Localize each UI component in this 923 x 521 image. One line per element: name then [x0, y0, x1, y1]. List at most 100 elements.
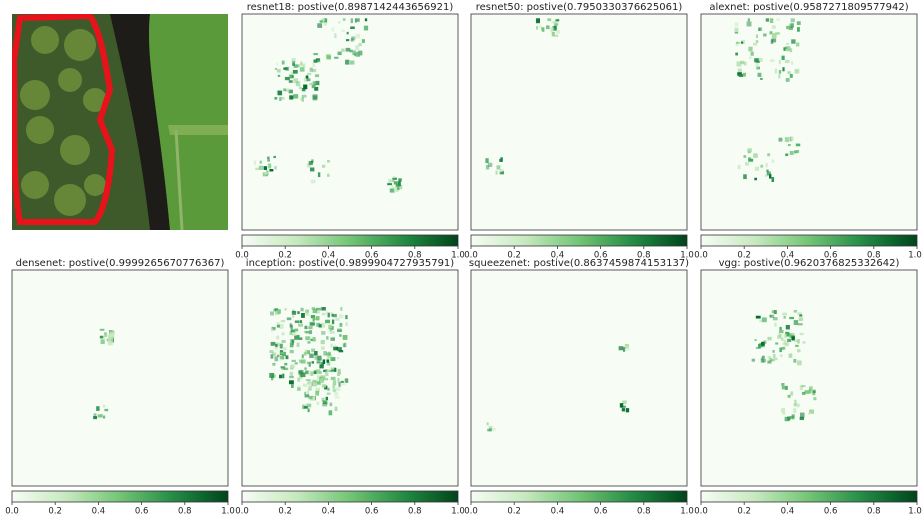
- heat-pixel: [796, 43, 799, 47]
- heat-pixel: [345, 322, 347, 326]
- heat-pixel: [321, 307, 326, 310]
- heat-pixel: [339, 350, 344, 352]
- heat-pixel: [786, 43, 788, 45]
- heat-pixel: [291, 384, 294, 388]
- heat-pixel: [297, 343, 300, 347]
- heat-pixel: [785, 343, 789, 346]
- heat-pixel: [541, 27, 544, 31]
- colorbar-tick-label: 0.4: [92, 507, 106, 517]
- heat-pixel: [306, 75, 309, 78]
- heatmap: [701, 14, 917, 230]
- heat-pixel: [784, 340, 787, 343]
- heat-pixel: [766, 163, 768, 167]
- heat-pixel: [392, 180, 395, 182]
- heat-pixel: [739, 74, 743, 77]
- heat-pixel: [784, 316, 786, 319]
- heat-pixel: [338, 369, 341, 373]
- heat-pixel: [282, 340, 286, 343]
- heat-pixel: [337, 378, 339, 383]
- heat-pixel: [292, 311, 296, 315]
- heat-pixel: [326, 336, 328, 339]
- heat-pixel: [779, 334, 781, 337]
- heat-pixel: [304, 326, 307, 329]
- heat-pixel: [748, 159, 753, 162]
- heat-pixel: [350, 61, 355, 65]
- heat-pixel: [779, 348, 782, 353]
- heat-pixel: [292, 360, 296, 362]
- heat-pixel: [782, 386, 786, 389]
- heat-pixel: [776, 18, 779, 20]
- heat-pixel: [295, 362, 298, 364]
- heat-pixel: [364, 26, 368, 31]
- heat-pixel: [310, 371, 313, 375]
- heat-pixel: [326, 311, 328, 314]
- heat-pixel: [332, 28, 335, 32]
- colorbar-tick-label: 0.2: [48, 507, 62, 517]
- panel-title: resnet18: postive(0.8987142443656921): [247, 2, 454, 13]
- heat-pixel: [753, 43, 757, 46]
- heat-pixel: [755, 339, 757, 341]
- heat-pixel: [298, 385, 301, 387]
- heat-pixel: [100, 329, 105, 331]
- heat-pixel: [340, 307, 342, 311]
- heat-pixel: [308, 326, 312, 329]
- heat-pixel: [289, 95, 293, 99]
- heat-pixel: [756, 34, 758, 37]
- heat-pixel: [323, 351, 327, 356]
- heat-pixel: [289, 380, 294, 384]
- heat-pixel: [781, 383, 784, 386]
- heat-pixel: [275, 344, 277, 347]
- heat-pixel: [313, 337, 316, 342]
- heat-pixel: [345, 315, 347, 319]
- heat-pixel: [779, 70, 781, 74]
- heat-pixel: [332, 320, 334, 325]
- heat-pixel: [555, 19, 559, 21]
- heat-pixel: [301, 359, 306, 363]
- heat-pixel: [307, 362, 309, 365]
- heat-pixel: [328, 388, 330, 391]
- heat-pixel: [340, 323, 343, 327]
- heat-pixel: [274, 166, 276, 169]
- heat-pixel: [743, 174, 747, 179]
- heat-pixel: [499, 169, 502, 172]
- heat-pixel: [758, 58, 762, 62]
- heat-pixel: [330, 331, 335, 334]
- heat-pixel: [298, 323, 303, 326]
- heat-pixel: [269, 169, 273, 171]
- heat-pixel: [254, 161, 256, 166]
- heat-pixel: [287, 317, 292, 320]
- heat-pixel: [792, 414, 795, 418]
- heat-pixel: [309, 362, 311, 367]
- heat-pixel: [312, 317, 317, 320]
- heat-pixel: [396, 184, 398, 187]
- figure: resnet18: postive(0.8987142443656921)0.0…: [0, 0, 923, 521]
- heat-pixel: [292, 332, 296, 336]
- heat-pixel: [790, 74, 793, 78]
- heat-pixel: [485, 158, 488, 163]
- heat-pixel: [752, 359, 755, 362]
- heat-pixel: [333, 389, 337, 392]
- colorbar-tick-label: 0.8: [178, 507, 192, 517]
- heat-pixel: [738, 69, 742, 73]
- heat-pixel: [761, 359, 765, 363]
- heat-pixel: [791, 18, 795, 22]
- heat-pixel: [307, 390, 309, 394]
- heat-pixel: [760, 78, 763, 80]
- heat-pixel: [813, 397, 816, 400]
- heat-pixel: [623, 347, 625, 352]
- heat-pixel: [756, 40, 759, 43]
- heat-pixel: [550, 27, 553, 32]
- heat-pixel: [101, 339, 105, 344]
- heat-pixel: [320, 20, 323, 23]
- heat-pixel: [772, 159, 774, 162]
- heat-pixel: [343, 335, 348, 340]
- heat-pixel: [302, 95, 307, 98]
- colorbar-tick-label: 0.8: [637, 507, 651, 517]
- heat-pixel: [312, 361, 314, 363]
- heat-pixel: [315, 87, 318, 89]
- heat-pixel: [314, 59, 318, 62]
- heat-pixel: [800, 333, 804, 335]
- heat-pixel: [619, 346, 624, 350]
- heat-pixel: [772, 310, 775, 313]
- heat-pixel: [319, 364, 323, 368]
